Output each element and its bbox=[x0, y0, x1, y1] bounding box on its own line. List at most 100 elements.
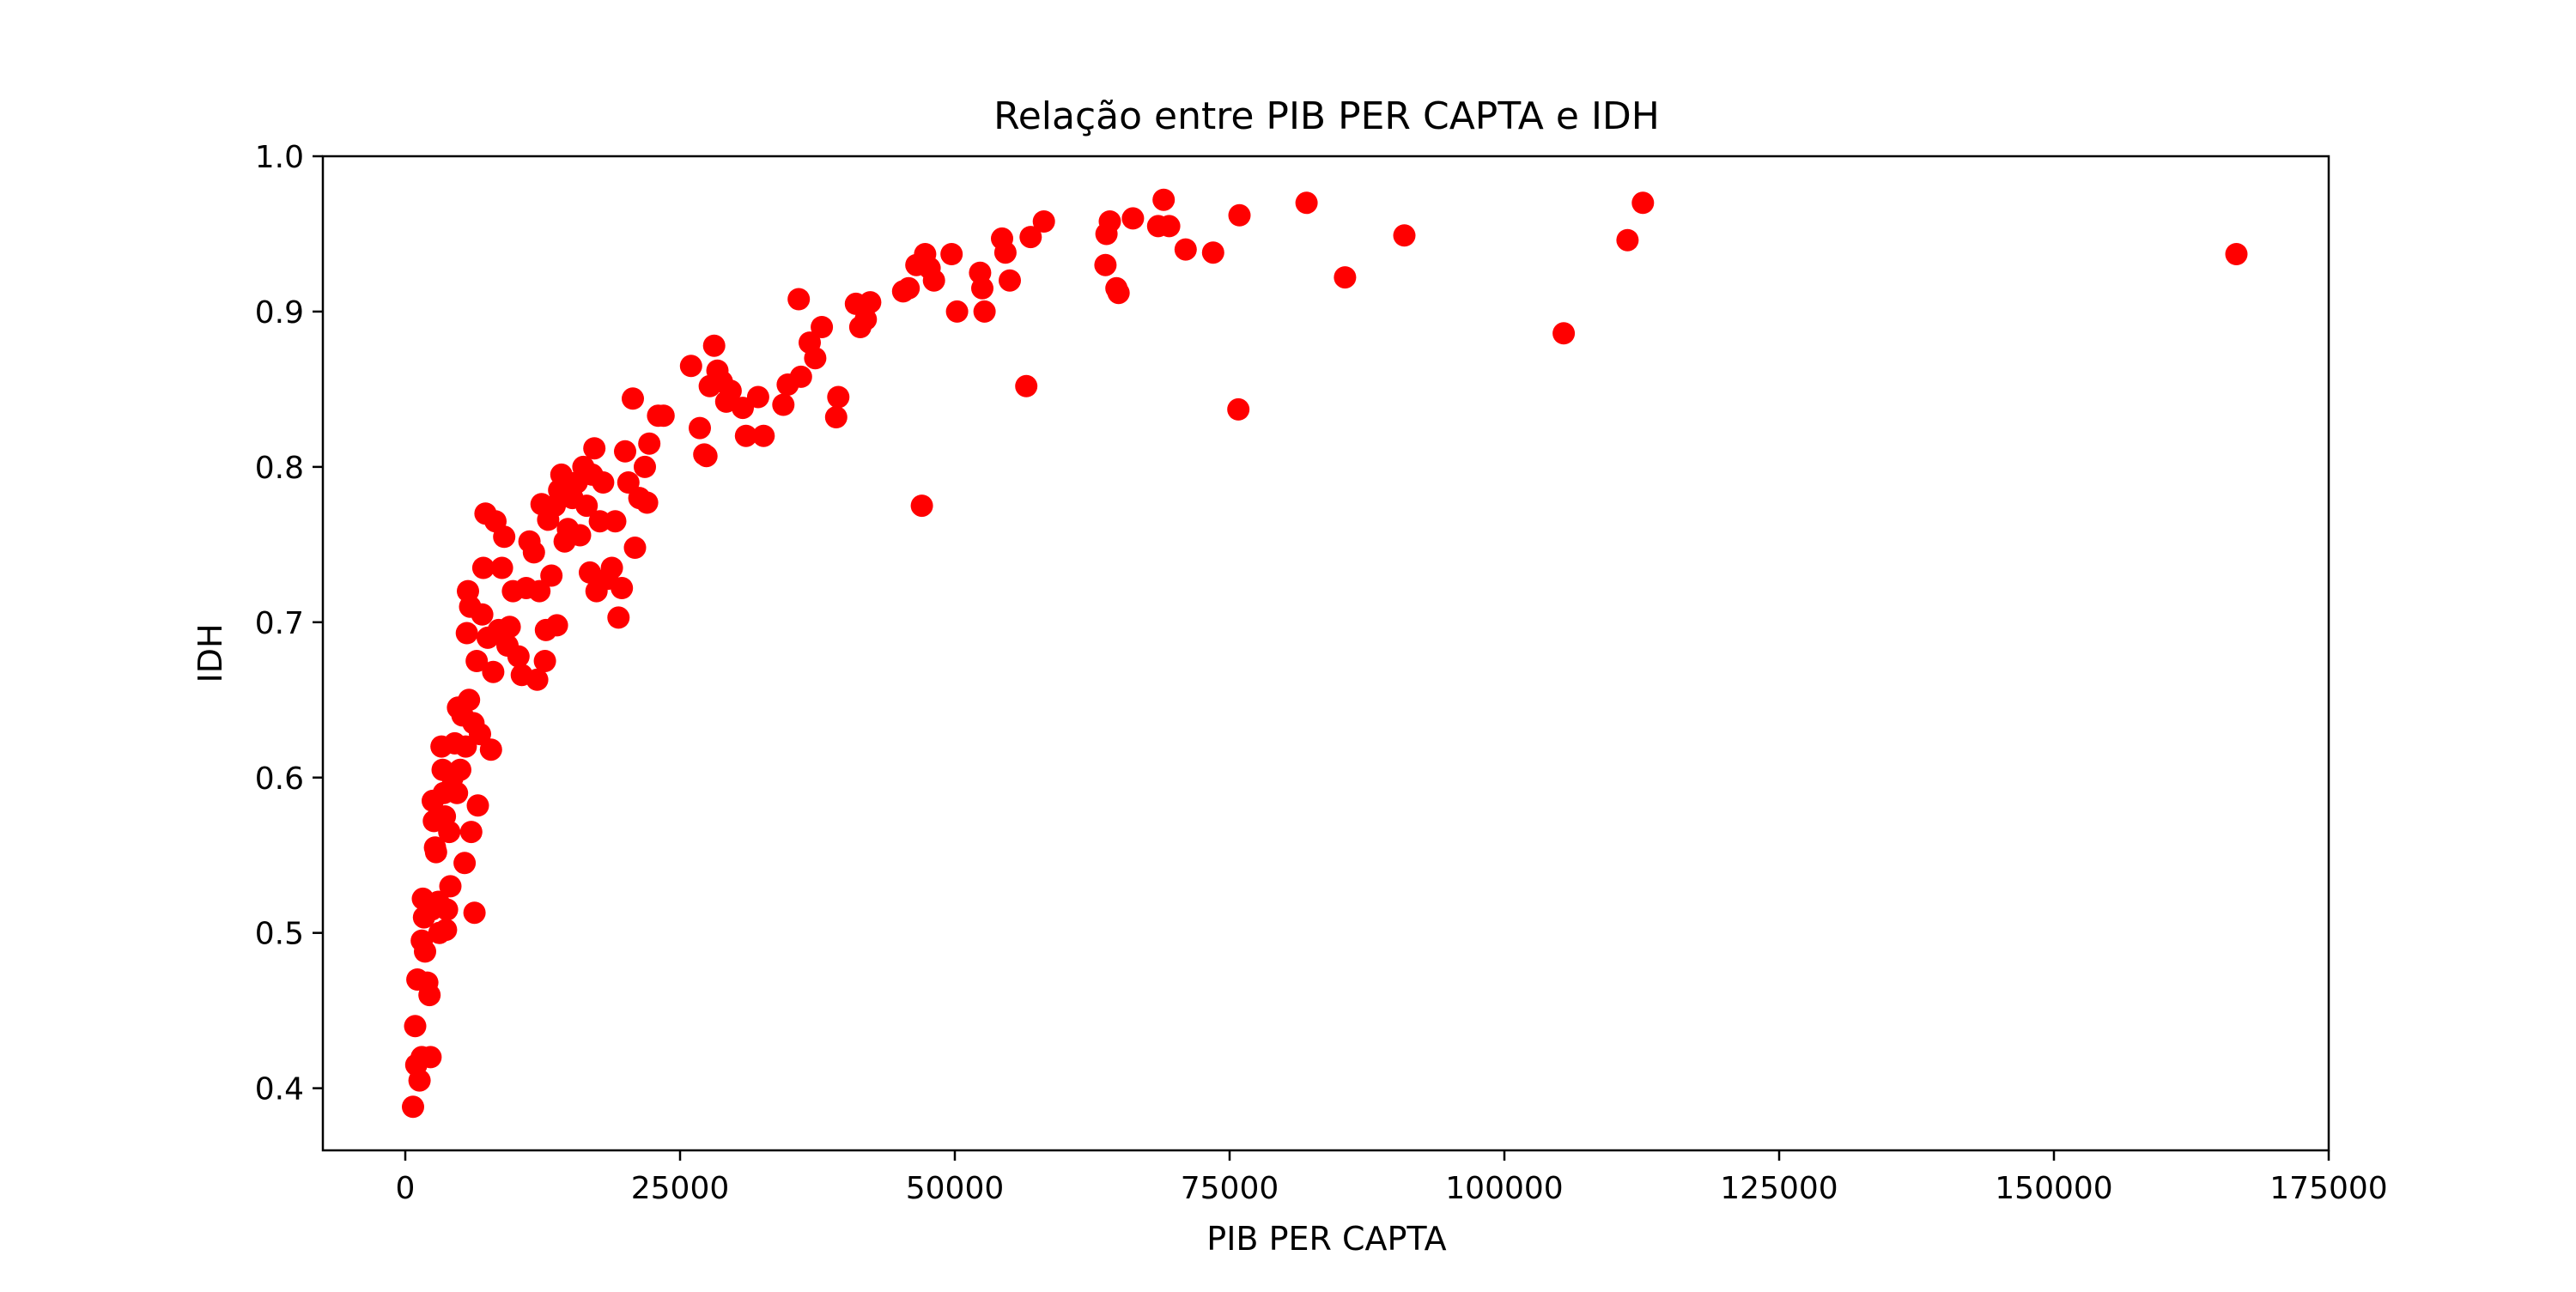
data-point bbox=[418, 984, 441, 1007]
data-point bbox=[540, 564, 563, 587]
data-point bbox=[419, 1046, 442, 1069]
data-point bbox=[446, 781, 469, 804]
data-point bbox=[614, 440, 636, 463]
x-tick-label: 150000 bbox=[1995, 1171, 2112, 1206]
data-point bbox=[617, 471, 640, 494]
data-point bbox=[622, 387, 644, 410]
data-point bbox=[498, 616, 521, 639]
data-point bbox=[734, 424, 757, 447]
data-point bbox=[922, 269, 945, 292]
x-tick-label: 175000 bbox=[2269, 1171, 2387, 1206]
data-point bbox=[1157, 215, 1181, 238]
data-point bbox=[575, 494, 598, 518]
data-point bbox=[1631, 191, 1655, 215]
data-point bbox=[1552, 322, 1576, 345]
y-tick-label: 0.8 bbox=[255, 451, 304, 486]
data-point bbox=[592, 471, 615, 494]
data-point bbox=[528, 579, 551, 603]
data-point bbox=[973, 300, 996, 323]
y-tick-label: 0.5 bbox=[255, 917, 304, 952]
data-point bbox=[1334, 266, 1357, 289]
data-point bbox=[945, 300, 969, 323]
data-point bbox=[482, 660, 505, 683]
data-point bbox=[471, 603, 494, 626]
data-point bbox=[459, 821, 483, 844]
data-point bbox=[604, 510, 627, 533]
data-point bbox=[971, 276, 993, 300]
data-point bbox=[611, 577, 634, 599]
data-point bbox=[453, 852, 477, 875]
data-point bbox=[1174, 238, 1197, 261]
x-tick-label: 100000 bbox=[1445, 1171, 1563, 1206]
data-point bbox=[435, 898, 459, 921]
y-tick-label: 0.9 bbox=[255, 295, 304, 331]
x-tick-label: 25000 bbox=[631, 1171, 730, 1206]
data-point bbox=[1015, 374, 1038, 397]
data-point bbox=[1032, 210, 1055, 233]
data-point bbox=[439, 875, 462, 898]
y-axis-ticks: 0.4 0.5 0.6 0.7 0.8 0.9 1.0 bbox=[255, 140, 323, 1107]
data-point bbox=[455, 622, 478, 645]
data-point bbox=[463, 901, 486, 925]
data-point bbox=[588, 510, 611, 533]
data-point bbox=[526, 668, 549, 691]
data-point bbox=[471, 556, 495, 579]
data-point bbox=[702, 334, 726, 357]
data-point bbox=[2225, 243, 2248, 265]
data-point bbox=[545, 614, 568, 637]
data-point bbox=[434, 919, 458, 942]
x-axis-label: PIB PER CAPTA bbox=[1206, 1220, 1446, 1258]
data-point bbox=[1228, 203, 1251, 227]
data-point bbox=[746, 385, 769, 409]
y-axis-label: IDH bbox=[191, 623, 229, 682]
data-point bbox=[1107, 282, 1130, 305]
data-point bbox=[1121, 207, 1145, 230]
data-point bbox=[438, 821, 461, 844]
x-axis-ticks: 0 25000 50000 75000 100000 125000 150000 175000 bbox=[396, 1150, 2388, 1206]
data-point bbox=[897, 276, 920, 300]
data-point bbox=[607, 606, 630, 629]
data-point bbox=[695, 445, 718, 468]
data-point bbox=[522, 541, 545, 564]
y-tick-label: 1.0 bbox=[255, 140, 304, 175]
data-point bbox=[993, 241, 1017, 264]
data-point bbox=[600, 556, 623, 579]
y-tick-label: 0.7 bbox=[255, 606, 304, 641]
data-point bbox=[824, 406, 848, 428]
data-point bbox=[827, 385, 850, 409]
data-point bbox=[1019, 226, 1042, 249]
data-point bbox=[458, 688, 481, 712]
data-point bbox=[787, 288, 811, 311]
data-point bbox=[1616, 228, 1639, 252]
data-point bbox=[466, 794, 489, 817]
data-point bbox=[789, 365, 812, 388]
chart-title: Relação entre PIB PER CAPTA e IDH bbox=[993, 94, 1660, 138]
data-point bbox=[940, 243, 963, 265]
data-point bbox=[804, 347, 827, 370]
plot-area-frame bbox=[321, 155, 2330, 1152]
data-point bbox=[402, 1095, 424, 1119]
data-point bbox=[910, 494, 933, 518]
points-layer bbox=[402, 188, 2248, 1119]
data-point bbox=[623, 537, 647, 559]
data-point bbox=[408, 1069, 431, 1092]
data-point bbox=[811, 316, 834, 338]
data-point bbox=[1094, 253, 1117, 276]
data-point bbox=[579, 561, 601, 584]
data-point bbox=[719, 379, 742, 403]
x-tick-label: 0 bbox=[396, 1171, 416, 1206]
data-point bbox=[404, 1015, 427, 1038]
x-tick-label: 75000 bbox=[1181, 1171, 1279, 1206]
data-point bbox=[533, 650, 556, 672]
data-point bbox=[568, 524, 592, 547]
data-point bbox=[469, 723, 491, 746]
data-point bbox=[652, 404, 675, 428]
data-point bbox=[479, 738, 502, 761]
data-point bbox=[634, 455, 656, 478]
data-point bbox=[679, 355, 702, 378]
data-point bbox=[490, 556, 513, 579]
data-point bbox=[854, 308, 878, 331]
data-point bbox=[1295, 191, 1318, 215]
